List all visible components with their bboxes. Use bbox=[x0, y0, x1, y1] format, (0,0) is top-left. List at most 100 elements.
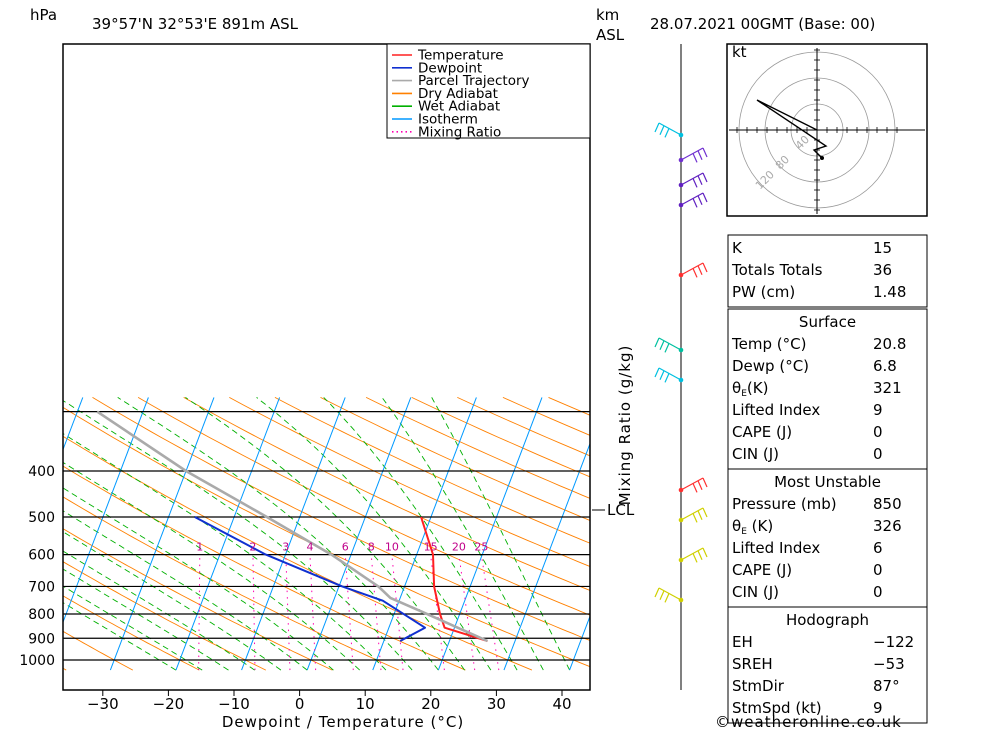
wind-barb-feather bbox=[693, 268, 697, 277]
mixing-ratio-label: 20 bbox=[452, 541, 466, 554]
surface-value: 0 bbox=[873, 445, 883, 463]
wind-barb-feather bbox=[655, 123, 659, 132]
wind-barb-feather bbox=[660, 371, 664, 380]
wind-barb-feather bbox=[693, 198, 697, 207]
wind-barb-feather bbox=[660, 591, 664, 600]
wet-adiabat-line bbox=[0, 397, 307, 670]
pressure-tick-label: 700 bbox=[28, 579, 55, 595]
unit-asl: ASL bbox=[596, 26, 625, 44]
wet-adiabats bbox=[0, 397, 570, 670]
temperature-tick-label: 30 bbox=[487, 695, 506, 713]
series-line-temperature bbox=[421, 517, 487, 641]
dry-adiabat-line bbox=[0, 397, 199, 670]
hodograph-table-value: −122 bbox=[873, 633, 914, 651]
surface-value: 6.8 bbox=[873, 357, 897, 375]
indices-value: 1.48 bbox=[873, 283, 906, 301]
mixing-ratio-label: 3 bbox=[282, 541, 289, 554]
pressure-tick-label: 1000 bbox=[19, 653, 55, 669]
wind-barb-feather bbox=[665, 343, 669, 352]
hodograph-unit: kt bbox=[732, 43, 747, 61]
indices-key: PW (cm) bbox=[732, 283, 795, 301]
wind-barb-feather bbox=[703, 478, 707, 487]
most-unstable-key: Lifted Index bbox=[732, 539, 820, 557]
wind-barb-feather bbox=[698, 511, 702, 520]
wind-barb-feather bbox=[693, 553, 697, 562]
wind-barb-feather bbox=[698, 551, 702, 560]
unit-hpa: hPa bbox=[30, 6, 57, 24]
temperature-tick-label: 10 bbox=[356, 695, 375, 713]
wet-adiabat-line bbox=[0, 397, 202, 670]
mixing-ratio-label: 6 bbox=[342, 541, 349, 554]
wind-barb-feather bbox=[655, 338, 659, 347]
mixing-ratio-label: 8 bbox=[368, 541, 375, 554]
most-unstable-key: θE (K) bbox=[732, 517, 773, 537]
temperature-tick-label: 40 bbox=[552, 695, 571, 713]
plot-frame bbox=[63, 44, 590, 690]
surface-key: CIN (J) bbox=[732, 445, 779, 463]
surface-key: Temp (°C) bbox=[731, 335, 806, 353]
wind-barb-feather bbox=[698, 151, 702, 160]
location-title: 39°57'N 32°53'E 891m ASL bbox=[92, 15, 299, 33]
wind-barb-feather bbox=[698, 196, 702, 205]
temperature-tick-label: −10 bbox=[218, 695, 250, 713]
datetime-title: 28.07.2021 00GMT (Base: 00) bbox=[650, 15, 875, 33]
mixing-ratio-lines bbox=[199, 555, 499, 670]
surface-value: 321 bbox=[873, 379, 902, 397]
wet-adiabat-line bbox=[0, 397, 281, 670]
wind-barb-feather bbox=[665, 373, 669, 382]
wind-barb-feather bbox=[703, 508, 707, 517]
wind-barb-feather bbox=[703, 263, 707, 272]
wind-barb-feather bbox=[693, 178, 697, 187]
lcl-label: LCL bbox=[607, 501, 635, 519]
mixing-ratio-line bbox=[286, 555, 290, 670]
wind-barb-feather bbox=[655, 368, 659, 377]
wind-barb-feather bbox=[693, 153, 697, 162]
indices-key: K bbox=[732, 239, 743, 257]
dry-adiabat-line bbox=[0, 397, 399, 670]
wind-barb-feather bbox=[693, 483, 697, 492]
wind-barb-feather bbox=[665, 128, 669, 137]
mixing-ratio-label: 1 bbox=[196, 541, 203, 554]
hodograph-table-value: −53 bbox=[873, 655, 905, 673]
isotherm-line bbox=[0, 397, 17, 670]
mixing-ratio-line bbox=[199, 555, 200, 670]
wind-barb-feather bbox=[703, 193, 707, 202]
mixing-ratio-label: 15 bbox=[424, 541, 438, 554]
mixing-ratio-axis-label: Mixing Ratio (g/kg) bbox=[616, 345, 634, 506]
dry-adiabat-line bbox=[93, 397, 665, 670]
wet-adiabat-line bbox=[0, 397, 176, 670]
indices-value: 36 bbox=[873, 261, 892, 279]
most-unstable-value: 6 bbox=[873, 539, 883, 557]
surface-value: 9 bbox=[873, 401, 883, 419]
most-unstable-title: Most Unstable bbox=[774, 473, 881, 491]
indices-key: Totals Totals bbox=[731, 261, 823, 279]
most-unstable-value: 850 bbox=[873, 495, 902, 513]
pressure-tick-label: 800 bbox=[28, 607, 55, 623]
isotherm-line bbox=[438, 397, 542, 670]
temperature-tick-label: 0 bbox=[295, 695, 305, 713]
most-unstable-key: CAPE (J) bbox=[732, 561, 792, 579]
wet-adiabat-line bbox=[0, 397, 333, 670]
most-unstable-value: 0 bbox=[873, 561, 883, 579]
lcl-marker: LCL bbox=[592, 501, 635, 519]
wind-barb-feather bbox=[703, 548, 707, 557]
most-unstable-value: 326 bbox=[873, 517, 902, 535]
hodograph-table-key: EH bbox=[732, 633, 753, 651]
profile-series bbox=[97, 412, 487, 641]
isotherm-line bbox=[504, 397, 608, 670]
wind-barb-feather bbox=[660, 126, 664, 135]
surface-key: θE(K) bbox=[732, 379, 768, 399]
most-unstable-key: Pressure (mb) bbox=[732, 495, 837, 513]
wet-adiabat-line bbox=[0, 397, 360, 670]
x-axis-label: Dewpoint / Temperature (°C) bbox=[222, 713, 464, 731]
hodograph-table-value: 87° bbox=[873, 677, 900, 695]
mixing-ratio-label: 2 bbox=[249, 541, 256, 554]
wind-barb-feather bbox=[698, 266, 702, 275]
surface-value: 0 bbox=[873, 423, 883, 441]
pressure-tick-label: 600 bbox=[28, 548, 55, 564]
